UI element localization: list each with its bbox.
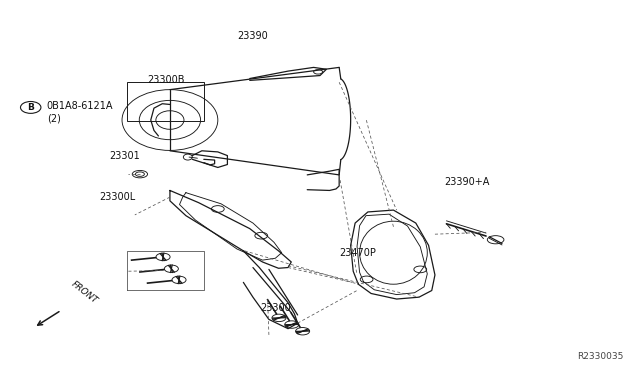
Text: 23300L: 23300L <box>100 192 136 202</box>
Bar <box>127 82 204 121</box>
Text: R2330035: R2330035 <box>577 352 623 361</box>
Text: (2): (2) <box>47 113 61 124</box>
Text: 23390: 23390 <box>237 31 268 41</box>
Text: FRONT: FRONT <box>70 279 99 305</box>
Text: 23300B: 23300B <box>148 76 185 86</box>
Text: B: B <box>28 103 34 112</box>
Text: 23390+A: 23390+A <box>445 177 490 187</box>
Text: 23300: 23300 <box>260 303 291 313</box>
Text: 0B1A8-6121A: 0B1A8-6121A <box>47 101 113 111</box>
Text: 23301: 23301 <box>109 151 140 161</box>
Text: 23470P: 23470P <box>339 248 376 258</box>
